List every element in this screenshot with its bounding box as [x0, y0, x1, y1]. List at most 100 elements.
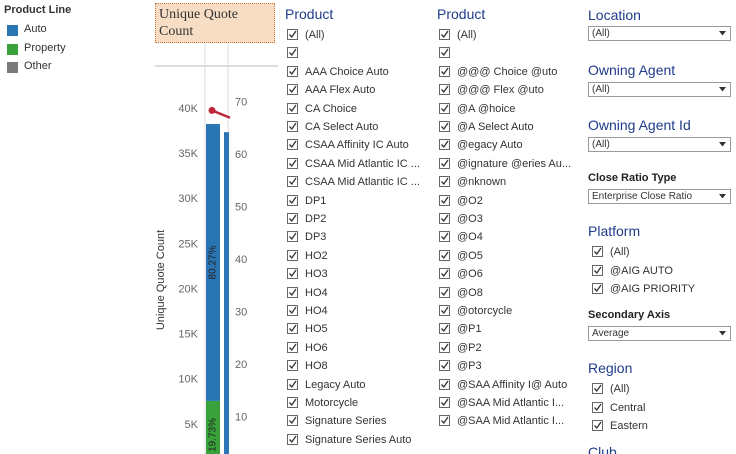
checkbox[interactable] [287, 47, 298, 59]
checkbox[interactable] [439, 102, 450, 114]
checkbox-item[interactable]: DP2 [287, 212, 427, 226]
checkbox[interactable] [439, 286, 450, 298]
checkbox-item[interactable]: @P1 [439, 322, 579, 336]
checkbox[interactable] [439, 121, 450, 132]
checkbox-item[interactable]: @O4 [439, 230, 579, 244]
checkbox[interactable] [439, 323, 450, 335]
checkbox[interactable] [287, 157, 298, 169]
checkbox-item[interactable]: @AIG PRIORITY [592, 282, 732, 296]
checkbox-item[interactable]: Eastern [592, 419, 732, 433]
checkbox[interactable] [287, 360, 298, 372]
dropdown[interactable]: Average [588, 326, 731, 341]
checkbox[interactable] [287, 84, 298, 96]
dropdown[interactable]: (All) [588, 26, 731, 41]
checkbox-item[interactable]: HO4 [287, 286, 427, 300]
checkbox-item[interactable]: Signature Series [287, 414, 427, 428]
checkbox-item[interactable]: @O2 [439, 194, 579, 208]
checkbox[interactable] [592, 283, 603, 294]
checkbox[interactable] [287, 341, 298, 353]
checkbox-item[interactable]: @O5 [439, 249, 579, 263]
checkbox-item[interactable]: CA Select Auto [287, 120, 427, 134]
checkbox[interactable] [439, 29, 450, 40]
checkbox-item[interactable]: @A @hoice [439, 102, 579, 116]
checkbox-item[interactable]: AAA Flex Auto [287, 83, 427, 97]
checkbox[interactable] [439, 84, 450, 96]
checkbox[interactable] [287, 121, 298, 132]
dropdown[interactable]: Enterprise Close Ratio [588, 189, 731, 204]
checkbox[interactable] [287, 231, 298, 243]
checkbox[interactable] [287, 213, 298, 224]
checkbox[interactable] [287, 176, 298, 188]
checkbox-item[interactable]: (All) [592, 245, 732, 259]
checkbox[interactable] [439, 47, 450, 59]
checkbox-item[interactable]: CA Choice [287, 102, 427, 116]
checkbox[interactable] [439, 213, 450, 224]
checkbox-item[interactable]: @O6 [439, 267, 579, 281]
checkbox[interactable] [287, 415, 298, 427]
checkbox[interactable] [287, 194, 298, 206]
checkbox[interactable] [439, 231, 450, 243]
checkbox-item[interactable]: @P2 [439, 341, 579, 355]
checkbox[interactable] [439, 194, 450, 206]
checkbox-item[interactable]: @SAA Mid Atlantic I... [439, 414, 579, 428]
checkbox-item[interactable]: CSAA Mid Atlantic IC ... [287, 157, 427, 171]
checkbox[interactable] [287, 323, 298, 335]
checkbox-item[interactable]: @SAA Affinity I@ Auto [439, 378, 579, 392]
checkbox-item[interactable]: Signature Series Auto [287, 433, 427, 447]
checkbox[interactable] [287, 249, 298, 261]
checkbox-item[interactable]: HO8 [287, 359, 427, 373]
checkbox-item[interactable]: @egacy Auto [439, 138, 579, 152]
dropdown[interactable]: (All) [588, 82, 731, 97]
checkbox-item[interactable]: HO2 [287, 249, 427, 263]
checkbox[interactable] [287, 65, 298, 77]
checkbox-item[interactable]: @@@ Flex @uto [439, 83, 579, 97]
checkbox-item[interactable]: @O8 [439, 286, 579, 300]
checkbox[interactable] [287, 268, 298, 280]
checkbox-item[interactable]: @SAA Mid Atlantic I... [439, 396, 579, 410]
checkbox-item[interactable]: Motorcycle [287, 396, 427, 410]
checkbox-item[interactable]: @otorcycle [439, 304, 579, 318]
checkbox[interactable] [439, 139, 450, 151]
checkbox[interactable] [287, 139, 298, 151]
checkbox[interactable] [592, 264, 603, 276]
checkbox-item[interactable]: @A Select Auto [439, 120, 579, 134]
checkbox[interactable] [439, 268, 450, 280]
checkbox-item[interactable]: @P3 [439, 359, 579, 373]
checkbox[interactable] [287, 29, 298, 40]
checkbox[interactable] [439, 360, 450, 372]
checkbox[interactable] [287, 378, 298, 390]
checkbox-item[interactable]: DP1 [287, 194, 427, 208]
checkbox-item[interactable]: HO5 [287, 322, 427, 336]
checkbox[interactable] [439, 305, 450, 316]
checkbox-item[interactable] [439, 46, 579, 60]
checkbox-item[interactable]: @O3 [439, 212, 579, 226]
checkbox[interactable] [287, 102, 298, 114]
checkbox-item[interactable]: HO4 [287, 304, 427, 318]
checkbox-item[interactable]: @AIG AUTO [592, 264, 732, 278]
checkbox-item[interactable]: CSAA Affinity IC Auto [287, 138, 427, 152]
checkbox-item[interactable]: (All) [439, 28, 579, 42]
checkbox-item[interactable]: CSAA Mid Atlantic IC ... [287, 175, 427, 189]
checkbox[interactable] [287, 397, 298, 408]
checkbox[interactable] [439, 341, 450, 353]
checkbox-item[interactable]: Legacy Auto [287, 378, 427, 392]
checkbox-item[interactable]: Central [592, 401, 732, 415]
checkbox[interactable] [592, 401, 603, 413]
checkbox[interactable] [439, 378, 450, 390]
checkbox-item[interactable]: @ignature @eries Au... [439, 157, 579, 171]
checkbox[interactable] [287, 286, 298, 298]
checkbox[interactable] [287, 433, 298, 445]
checkbox-item[interactable]: @nknown [439, 175, 579, 189]
checkbox-item[interactable] [287, 46, 427, 60]
checkbox-item[interactable]: HO3 [287, 267, 427, 281]
checkbox[interactable] [439, 415, 450, 427]
dropdown[interactable]: (All) [588, 137, 731, 152]
checkbox-item[interactable]: DP3 [287, 230, 427, 244]
checkbox[interactable] [592, 246, 603, 257]
checkbox-item[interactable]: (All) [287, 28, 427, 42]
checkbox[interactable] [592, 383, 603, 394]
checkbox[interactable] [439, 397, 450, 408]
checkbox-item[interactable]: AAA Choice Auto [287, 65, 427, 79]
checkbox[interactable] [439, 176, 450, 188]
checkbox[interactable] [592, 420, 603, 431]
